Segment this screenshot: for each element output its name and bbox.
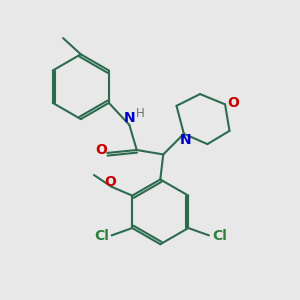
Text: O: O	[104, 175, 116, 189]
Text: O: O	[227, 96, 239, 110]
Text: Cl: Cl	[212, 229, 227, 243]
Text: O: O	[95, 143, 107, 157]
Text: Cl: Cl	[94, 229, 109, 243]
Text: N: N	[124, 112, 135, 125]
Text: H: H	[136, 107, 145, 120]
Text: N: N	[179, 133, 191, 147]
